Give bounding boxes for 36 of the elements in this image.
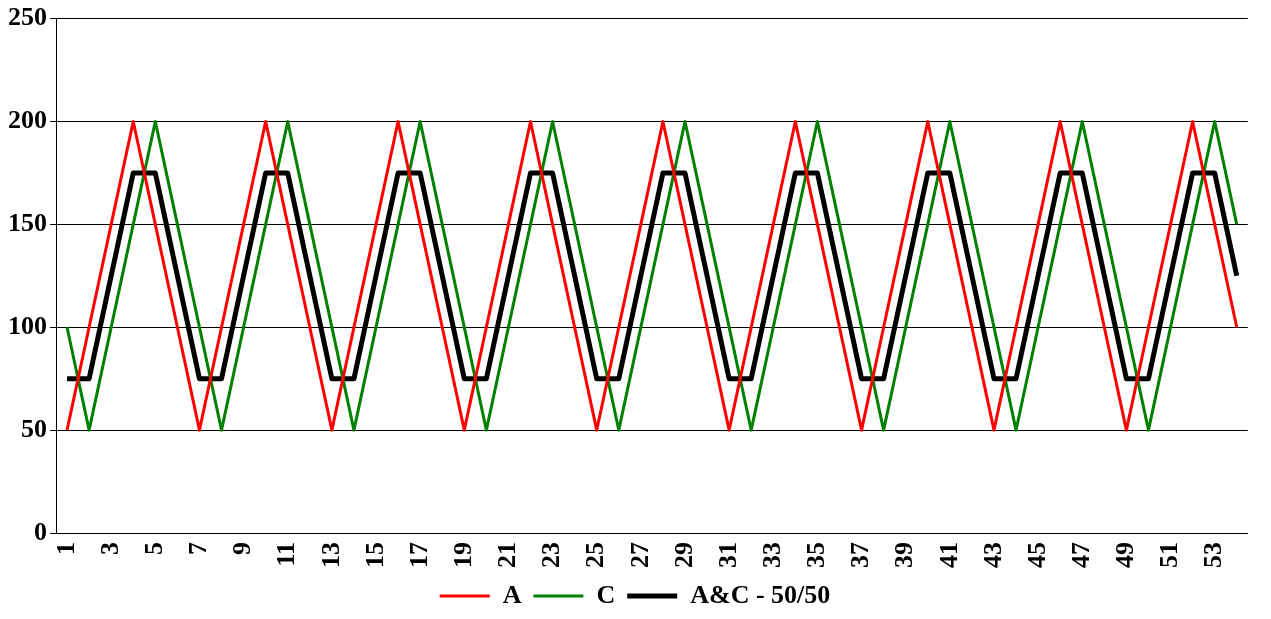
y-tick-label: 200 [8, 105, 47, 135]
y-tick-label: 150 [8, 208, 47, 238]
x-tick-label: 5 [139, 542, 169, 555]
x-tick-label: 53 [1198, 542, 1228, 568]
x-tick-label: 23 [536, 542, 566, 568]
x-tick-label: 9 [227, 542, 257, 555]
x-tick-label: 39 [889, 542, 919, 568]
y-tick-label: 50 [21, 413, 47, 443]
x-tick-label: 41 [933, 542, 963, 568]
legend-label: C [596, 579, 616, 609]
y-tick-label: 0 [34, 516, 47, 546]
x-tick-label: 7 [183, 542, 213, 555]
x-tick-label: 45 [1021, 542, 1051, 568]
x-tick-label: 25 [580, 542, 610, 568]
x-tick-label: 3 [94, 542, 124, 555]
legend-label: A [502, 579, 522, 609]
x-tick-label: 29 [668, 542, 698, 568]
x-tick-label: 1 [50, 542, 80, 555]
x-tick-label: 11 [271, 542, 301, 567]
x-tick-label: 15 [359, 542, 389, 568]
x-tick-label: 31 [712, 542, 742, 568]
legend-label: A&C - 50/50 [690, 579, 831, 609]
x-tick-label: 49 [1110, 542, 1140, 568]
x-tick-label: 33 [756, 542, 786, 568]
x-tick-label: 19 [448, 542, 478, 568]
y-tick-label: 100 [8, 310, 47, 340]
x-tick-label: 27 [624, 542, 654, 568]
x-tick-label: 37 [845, 542, 875, 568]
x-tick-label: 17 [403, 542, 433, 568]
x-tick-label: 43 [977, 542, 1007, 568]
x-tick-label: 13 [315, 542, 345, 568]
x-tick-label: 21 [492, 542, 522, 568]
x-tick-label: 51 [1154, 542, 1184, 568]
y-tick-label: 250 [8, 2, 47, 32]
x-tick-label: 47 [1065, 542, 1095, 568]
x-tick-label: 35 [801, 542, 831, 568]
